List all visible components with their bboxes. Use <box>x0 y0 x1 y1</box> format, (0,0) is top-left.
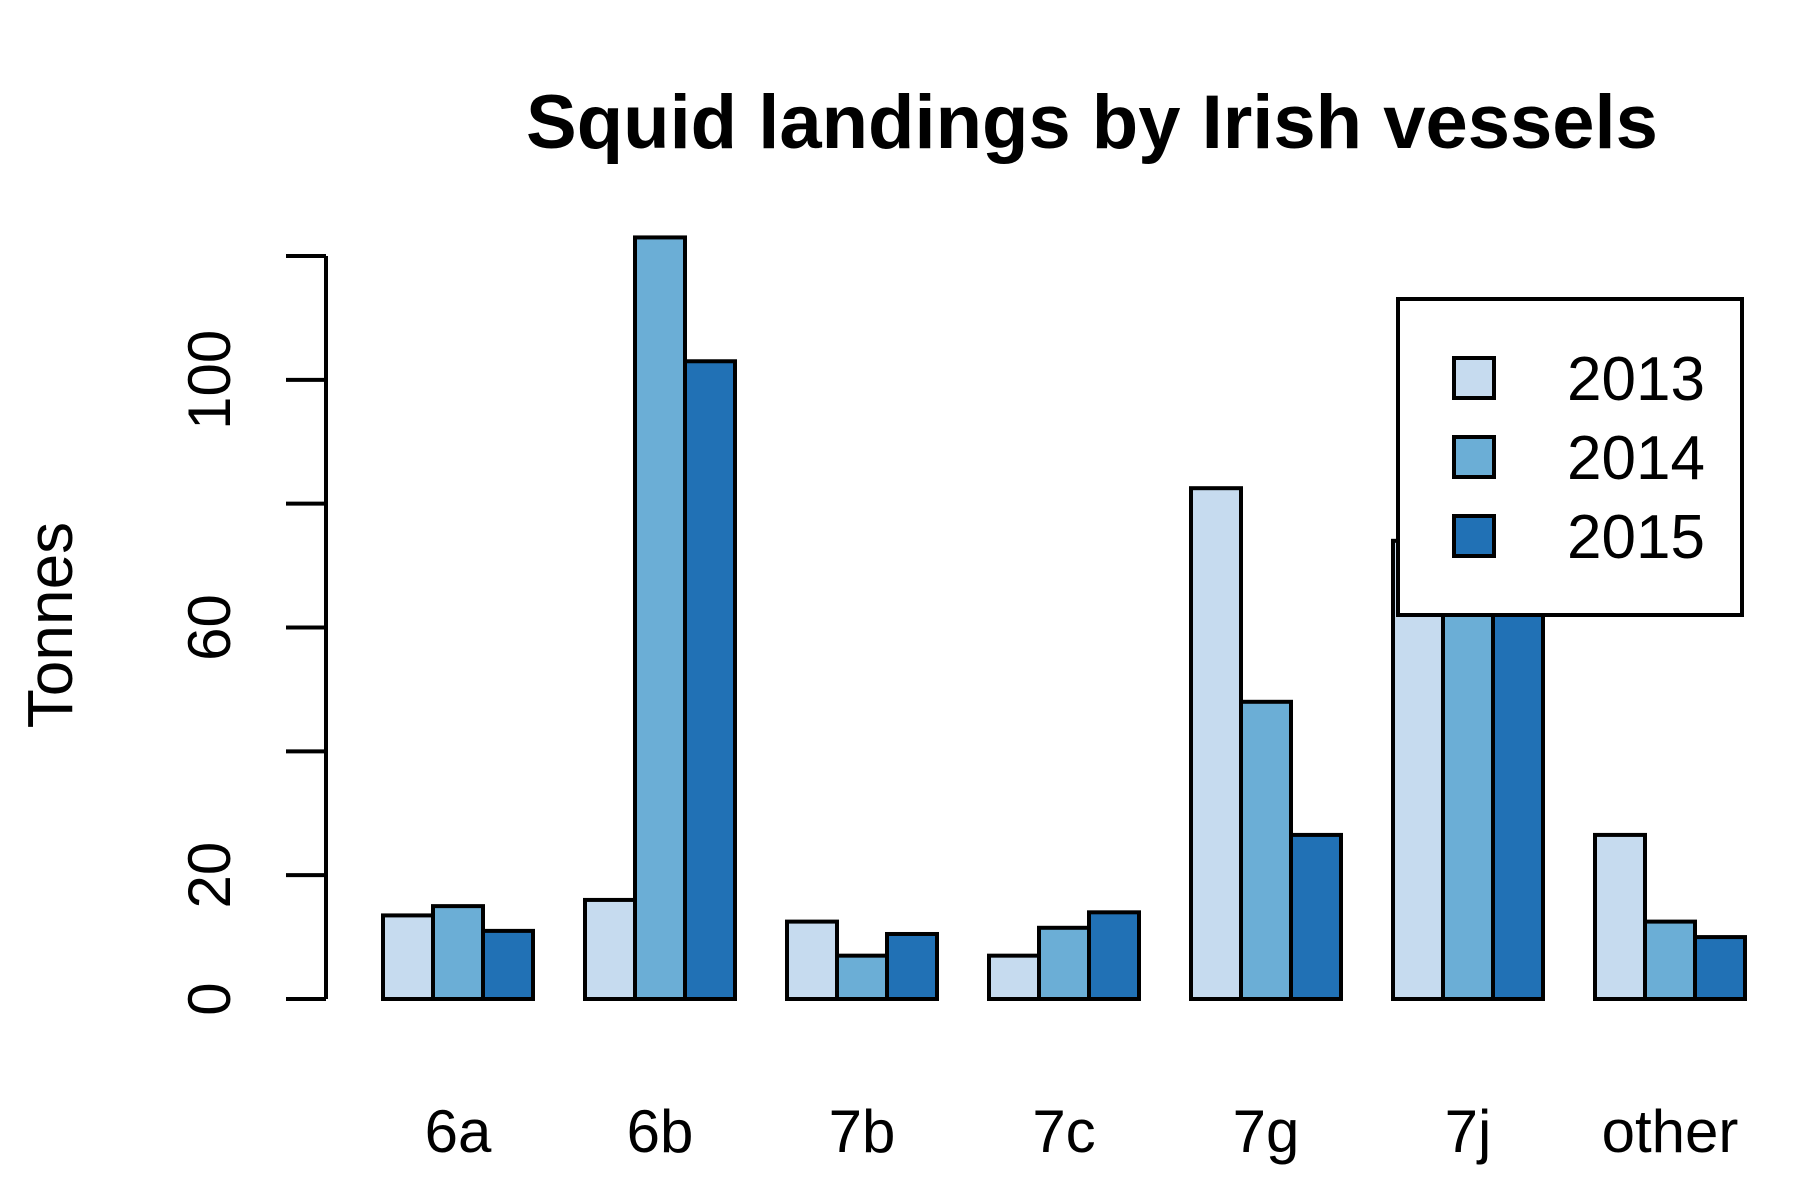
bar-7g-2015 <box>1289 832 1343 1001</box>
bar-7c-2013 <box>987 953 1041 1001</box>
bar-other-2014 <box>1643 919 1697 1002</box>
bar-7j-2014 <box>1441 538 1495 1001</box>
x-tick-label: 6a <box>425 1098 492 1165</box>
category-labels: 6a 6b 7b 7c 7g 7j other <box>425 1098 1739 1165</box>
y-tick-label: 0 <box>176 982 243 1015</box>
y-tick-label: 100 <box>176 330 243 430</box>
bar-7c-2014 <box>1037 925 1091 1002</box>
x-tick-label: 7c <box>1032 1098 1095 1165</box>
legend-swatch-2013 <box>1452 356 1496 400</box>
x-tick-label: 7g <box>1233 1098 1300 1165</box>
y-axis-label: Tonnes <box>14 522 86 728</box>
y-axis: 0 20 60 100 <box>176 254 328 1016</box>
bar-7b-2014 <box>835 953 889 1001</box>
bars-group <box>381 235 1747 1002</box>
bar-6a-2013 <box>381 913 435 1001</box>
legend-label: 2013 <box>1567 345 1705 414</box>
x-tick-label: 7j <box>1445 1098 1492 1165</box>
chart-title: Squid landings by Irish vessels <box>526 80 1658 165</box>
y-tick-label: 20 <box>176 842 243 909</box>
legend-label: 2015 <box>1567 503 1705 572</box>
x-tick-label: other <box>1602 1098 1739 1165</box>
bar-7c-2015 <box>1087 910 1141 1001</box>
legend-swatch-2015 <box>1452 514 1496 558</box>
bar-6b-2014 <box>633 235 687 1002</box>
y-tick-label: 60 <box>176 594 243 661</box>
bar-other-2015 <box>1693 935 1747 1001</box>
bar-6b-2015 <box>683 359 737 1001</box>
legend: 2013 2014 2015 <box>1396 297 1744 617</box>
bar-6b-2013 <box>583 897 637 1002</box>
x-tick-label: 6b <box>627 1098 694 1165</box>
bar-6a-2014 <box>431 904 485 1001</box>
x-tick-label: 7b <box>829 1098 896 1165</box>
bar-other-2013 <box>1593 832 1647 1001</box>
bar-7g-2014 <box>1239 699 1293 1001</box>
bar-7b-2015 <box>885 931 939 1001</box>
bar-7g-2013 <box>1189 486 1243 1001</box>
legend-label: 2014 <box>1567 424 1705 493</box>
bar-7b-2013 <box>785 919 839 1002</box>
bar-7j-2015 <box>1491 538 1545 1001</box>
legend-swatch-2014 <box>1452 435 1496 479</box>
bar-6a-2015 <box>481 928 535 1001</box>
